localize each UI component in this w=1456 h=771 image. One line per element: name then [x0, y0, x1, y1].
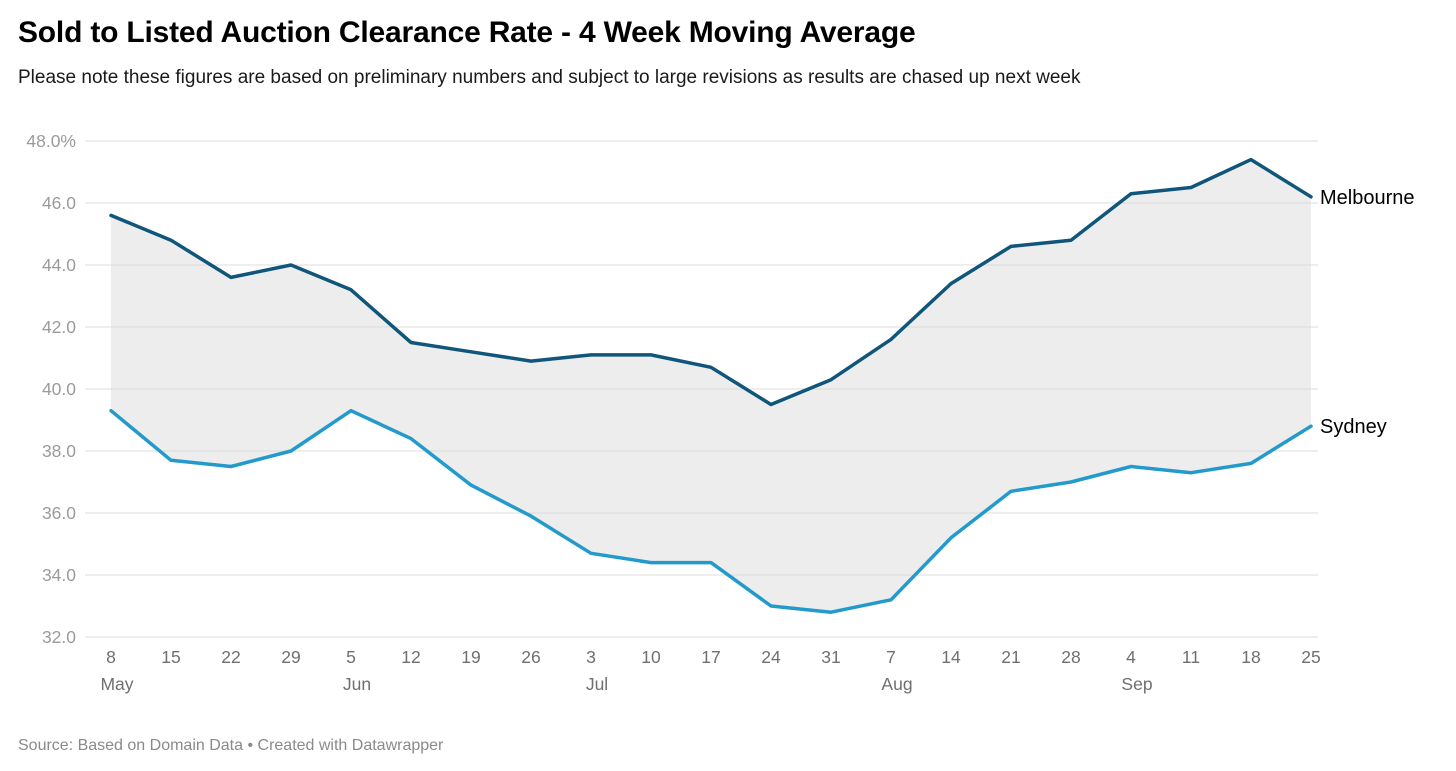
x-tick-label: 5 — [346, 647, 356, 667]
x-tick-label: 14 — [941, 647, 961, 667]
x-tick-label: 15 — [161, 647, 180, 667]
x-tick-label: 19 — [461, 647, 480, 667]
series-line-sydney — [109, 408, 1313, 614]
y-tick-label: 44.0 — [42, 255, 76, 275]
fill-between-area — [111, 159, 1311, 613]
x-tick-label: 26 — [521, 647, 540, 667]
x-tick-label: 7 — [886, 647, 896, 667]
x-tick-label: 8 — [106, 647, 116, 667]
x-month-label: Jul — [586, 674, 608, 694]
y-tick-label: 48.0% — [26, 131, 76, 151]
series-line-melbourne — [109, 157, 1313, 407]
x-tick-label: 10 — [641, 647, 661, 667]
y-tick-label: 38.0 — [42, 441, 76, 461]
x-tick-label: 28 — [1061, 647, 1080, 667]
x-month-label: Aug — [881, 674, 912, 694]
x-tick-label: 12 — [401, 647, 420, 667]
x-tick-label: 4 — [1126, 647, 1136, 667]
series-end-label-melbourne: Melbourne — [1320, 187, 1415, 209]
x-tick-label: 31 — [821, 647, 840, 667]
chart-subtitle: Please note these figures are based on p… — [18, 66, 1081, 88]
x-month-label: Jun — [343, 674, 371, 694]
x-tick-label: 18 — [1241, 647, 1260, 667]
y-tick-label: 46.0 — [42, 193, 76, 213]
x-tick-label: 21 — [1001, 647, 1020, 667]
x-tick-label: 17 — [701, 647, 720, 667]
y-tick-label: 34.0 — [42, 565, 76, 585]
x-tick-label: 22 — [221, 647, 240, 667]
chart-title: Sold to Listed Auction Clearance Rate - … — [18, 16, 916, 49]
y-tick-label: 32.0 — [42, 627, 76, 647]
series-end-label-sydney: Sydney — [1320, 416, 1387, 438]
x-month-label: May — [100, 674, 133, 694]
x-tick-label: 29 — [281, 647, 300, 667]
x-tick-label: 24 — [761, 647, 781, 667]
y-tick-label: 36.0 — [42, 503, 76, 523]
y-tick-label: 42.0 — [42, 317, 76, 337]
x-tick-label: 3 — [586, 647, 596, 667]
source-attribution: Source: Based on Domain Data • Created w… — [18, 737, 444, 754]
chart-header: Sold to Listed Auction Clearance Rate - … — [18, 14, 1438, 90]
x-month-label: Sep — [1121, 674, 1152, 694]
x-tick-label: 25 — [1301, 647, 1320, 667]
x-tick-label: 11 — [1182, 647, 1200, 667]
y-tick-label: 40.0 — [42, 379, 76, 399]
